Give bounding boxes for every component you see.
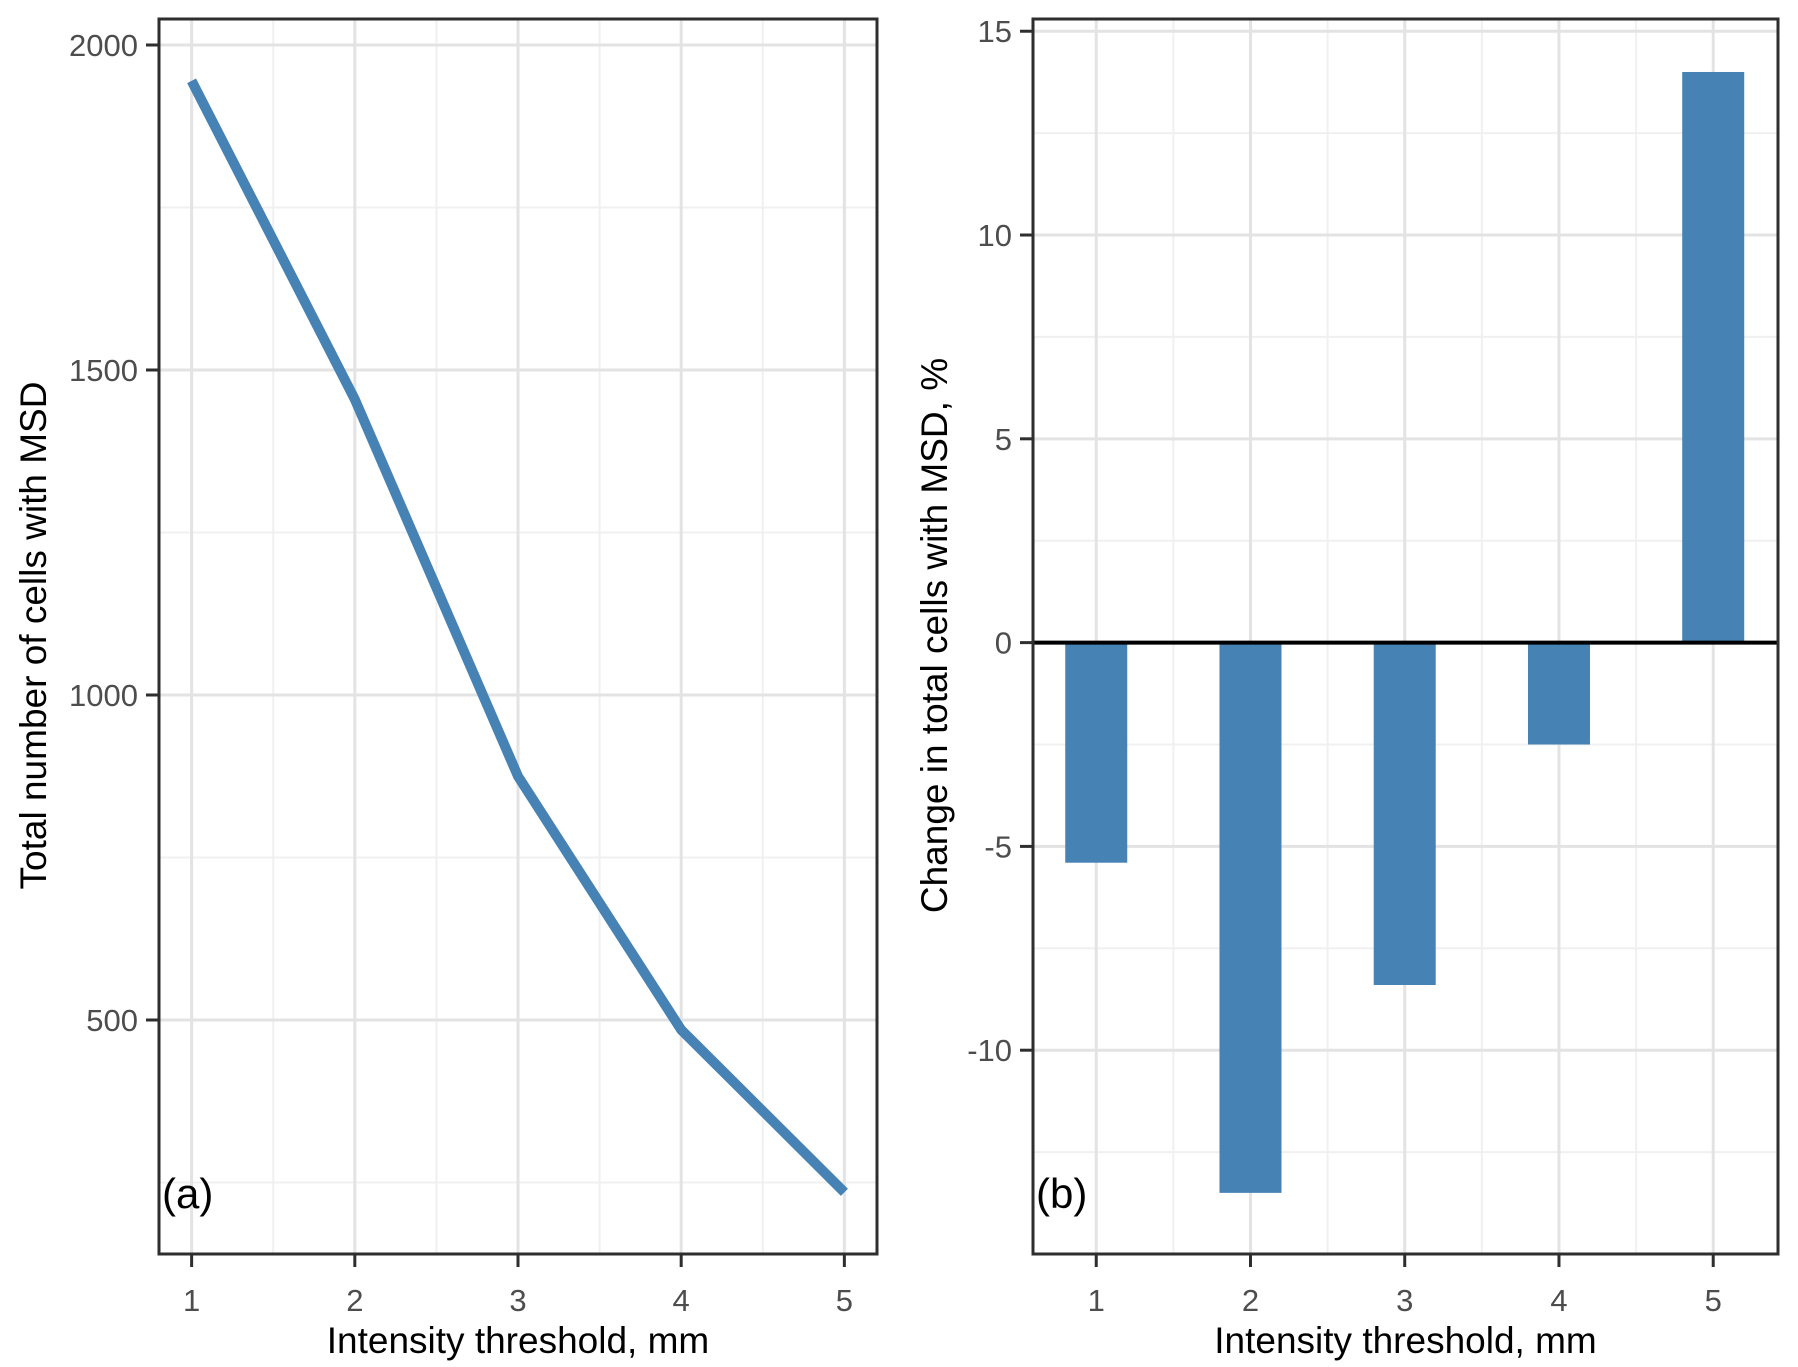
change-bar-threshold-2 (1219, 642, 1282, 1193)
panel-a-y-tick-label: 1500 (69, 353, 138, 388)
panel-b-y-tick-label: 15 (978, 14, 1012, 49)
panel-a-x-tick-label: 1 (183, 1283, 200, 1318)
panel-b-label: (b) (1036, 1170, 1088, 1217)
panel-a-y-axis-title: Total number of cells with MSD (13, 381, 54, 890)
panel-b-x-tick-label: 3 (1396, 1283, 1413, 1318)
change-bar-threshold-1 (1065, 642, 1128, 863)
panel-b-y-tick-label: -5 (984, 829, 1012, 864)
panel-b-y-tick-label: -10 (967, 1033, 1012, 1068)
panel-b-x-tick-label: 2 (1242, 1283, 1259, 1318)
panel-a-x-tick-label: 4 (673, 1283, 690, 1318)
panel-b-y-tick-label: 5 (995, 422, 1012, 457)
change-bar-threshold-3 (1373, 642, 1436, 985)
panel-a-label: (a) (162, 1170, 214, 1217)
panel-a-x-tick-label: 2 (346, 1283, 363, 1318)
change-bar-threshold-5 (1682, 71, 1745, 643)
panel-b-x-tick-label: 5 (1705, 1283, 1722, 1318)
panel-a-x-tick-label: 5 (836, 1283, 853, 1318)
panel-a-y-tick-label: 500 (86, 1003, 138, 1038)
panel-b-y-tick-label: 10 (978, 218, 1012, 253)
panel-b-y-tick-label: 0 (995, 626, 1012, 661)
panel-a-y-tick-label: 1000 (69, 678, 138, 713)
panel-b-x-axis-title: Intensity threshold, mm (1214, 1320, 1597, 1361)
total-cells-trend-line (187, 78, 848, 1196)
panel-a-y-tick-label: 2000 (69, 28, 138, 63)
change-bar-threshold-4 (1527, 642, 1590, 745)
panel-b-x-tick-label: 4 (1550, 1283, 1567, 1318)
panel-a-x-axis-title: Intensity threshold, mm (326, 1320, 710, 1361)
panel-b-x-tick-label: 1 (1088, 1283, 1105, 1318)
panel-b-y-axis-title: Change in total cells with MSD, % (914, 357, 955, 914)
panel-a-x-tick-label: 3 (509, 1283, 526, 1318)
